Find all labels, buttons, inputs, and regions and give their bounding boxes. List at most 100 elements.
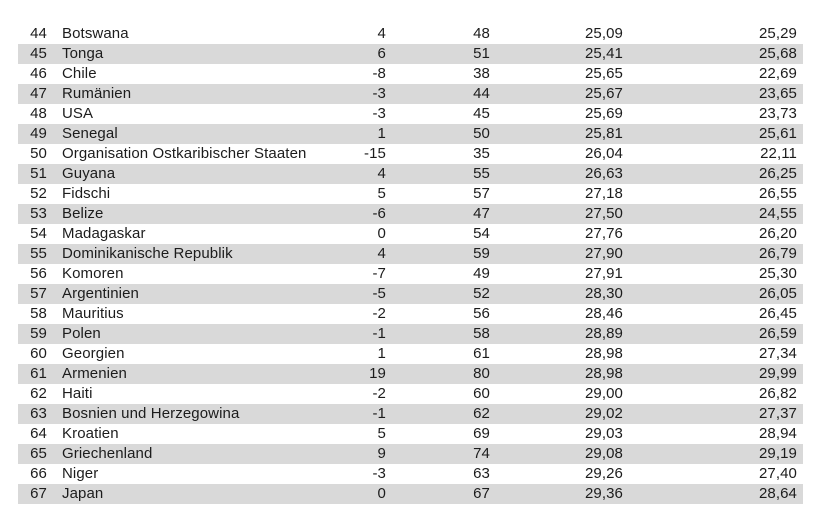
rank-cell: 49 (30, 125, 47, 142)
country-cell: Haiti (62, 385, 93, 402)
value-cell: 27,76 (584, 225, 623, 242)
country-cell: Japan (62, 485, 104, 502)
value-cell: 51 (473, 45, 490, 62)
value-cell: 80 (473, 365, 490, 382)
country-cell: USA (62, 105, 94, 122)
table-row: 45 Tonga 6 51 25,41 25,68 (18, 44, 803, 64)
value-cell: 25,65 (584, 65, 623, 82)
value-cell: 27,50 (584, 205, 623, 222)
value-cell: 24,55 (758, 205, 797, 222)
value-cell: 27,34 (758, 345, 797, 362)
country-cell: Belize (62, 205, 104, 222)
value-cell: 4 (377, 165, 386, 182)
value-cell: 26,55 (758, 185, 797, 202)
country-cell: Guyana (62, 165, 116, 182)
value-cell: 55 (473, 165, 490, 182)
country-cell: Griechenland (62, 445, 153, 462)
value-cell: 62 (473, 405, 490, 422)
value-cell: -8 (372, 65, 386, 82)
value-cell: 4 (377, 25, 386, 42)
value-cell: 58 (473, 325, 490, 342)
rank-cell: 54 (30, 225, 47, 242)
country-cell: Madagaskar (62, 225, 146, 242)
value-cell: 45 (473, 105, 490, 122)
value-cell: 48 (473, 25, 490, 42)
value-cell: 27,91 (584, 265, 623, 282)
value-cell: 38 (473, 65, 490, 82)
value-cell: 50 (473, 125, 490, 142)
rank-cell: 51 (30, 165, 47, 182)
value-cell: 56 (473, 305, 490, 322)
rank-cell: 53 (30, 205, 47, 222)
value-cell: 44 (473, 85, 490, 102)
value-cell: 63 (473, 465, 490, 482)
value-cell: 59 (473, 245, 490, 262)
country-cell: Fidschi (62, 185, 111, 202)
value-cell: 26,59 (758, 325, 797, 342)
value-cell: 28,46 (584, 305, 623, 322)
value-cell: 29,02 (584, 405, 623, 422)
value-cell: -3 (372, 85, 386, 102)
rank-cell: 59 (30, 325, 47, 342)
country-ranking-table: 44 Botswana 4 48 25,09 25,29 45 Tonga 6 51 25,41 25… (18, 24, 803, 504)
value-cell: 28,94 (758, 425, 797, 442)
value-cell: 54 (473, 225, 490, 242)
value-cell: -3 (372, 105, 386, 122)
table-row: 53 Belize -6 47 27,50 24,55 (18, 204, 803, 224)
value-cell: 28,98 (584, 345, 623, 362)
rank-cell: 50 (30, 145, 47, 162)
value-cell: -3 (372, 465, 386, 482)
value-cell: 27,40 (758, 465, 797, 482)
value-cell: 25,29 (758, 25, 797, 42)
value-cell: 19 (369, 365, 386, 382)
country-cell: Chile (62, 65, 97, 82)
country-cell: Georgien (62, 345, 125, 362)
country-cell: Niger (62, 465, 99, 482)
table-row: 51 Guyana 4 55 26,63 26,25 (18, 164, 803, 184)
value-cell: 74 (473, 445, 490, 462)
value-cell: 27,37 (758, 405, 797, 422)
value-cell: 9 (377, 445, 386, 462)
table-row: 59 Polen -1 58 28,89 26,59 (18, 324, 803, 344)
value-cell: -1 (372, 405, 386, 422)
value-cell: 26,45 (758, 305, 797, 322)
table-row: 55 Dominikanische Republik 4 59 27,90 26,79 (18, 244, 803, 264)
rank-cell: 56 (30, 265, 47, 282)
value-cell: 26,25 (758, 165, 797, 182)
value-cell: -2 (372, 305, 386, 322)
value-cell: 29,03 (584, 425, 623, 442)
country-cell: Organisation Ostkaribischer Staaten (62, 145, 307, 162)
value-cell: 28,30 (584, 285, 623, 302)
table-row: 64 Kroatien 5 69 29,03 28,94 (18, 424, 803, 444)
value-cell: 26,79 (758, 245, 797, 262)
table-row: 65 Griechenland 9 74 29,08 29,19 (18, 444, 803, 464)
value-cell: 28,64 (758, 485, 797, 502)
country-cell: Argentinien (62, 285, 139, 302)
value-cell: -15 (364, 145, 386, 162)
value-cell: 25,67 (584, 85, 623, 102)
value-cell: 28,89 (584, 325, 623, 342)
country-cell: Botswana (62, 25, 129, 42)
value-cell: 29,99 (758, 365, 797, 382)
value-cell: 26,82 (758, 385, 797, 402)
value-cell: 25,09 (584, 25, 623, 42)
value-cell: 0 (377, 485, 386, 502)
value-cell: 49 (473, 265, 490, 282)
country-cell: Dominikanische Republik (62, 245, 233, 262)
value-cell: -6 (372, 205, 386, 222)
rank-cell: 45 (30, 45, 47, 62)
rank-cell: 62 (30, 385, 47, 402)
table-row: 47 Rumänien -3 44 25,67 23,65 (18, 84, 803, 104)
country-cell: Bosnien und Herzegowina (62, 405, 240, 422)
value-cell: 25,41 (584, 45, 623, 62)
value-cell: 5 (377, 425, 386, 442)
value-cell: 52 (473, 285, 490, 302)
value-cell: 29,08 (584, 445, 623, 462)
country-cell: Tonga (62, 45, 104, 62)
value-cell: 22,11 (760, 145, 797, 162)
value-cell: 25,30 (758, 265, 797, 282)
rank-cell: 44 (30, 25, 47, 42)
value-cell: 26,20 (758, 225, 797, 242)
table-row: 49 Senegal 1 50 25,81 25,61 (18, 124, 803, 144)
value-cell: 25,69 (584, 105, 623, 122)
